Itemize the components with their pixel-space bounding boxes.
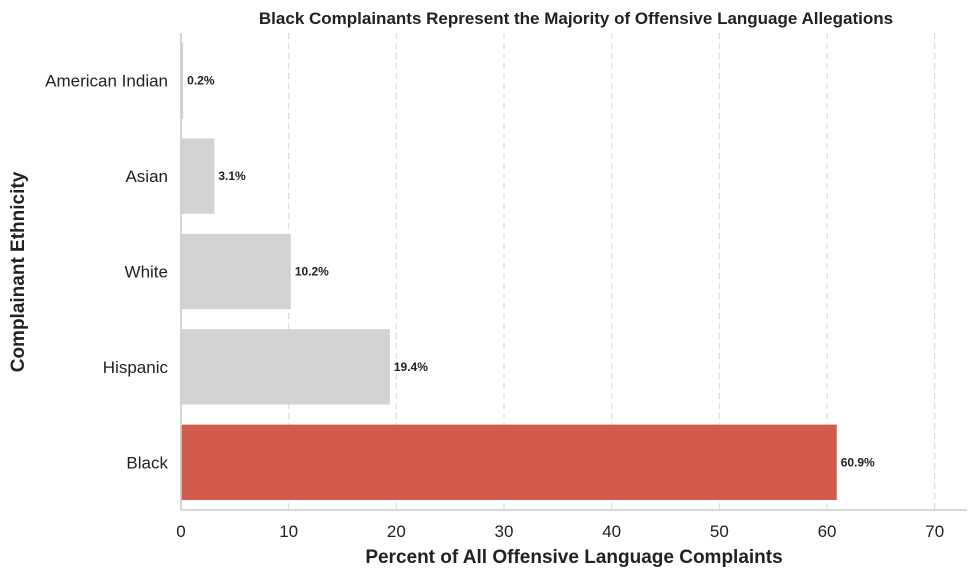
category-labels: American Indian Asian White Hispanic Black <box>45 72 168 473</box>
x-tick-labels: 0 10 20 30 40 50 60 70 <box>176 522 944 541</box>
value-label-black: 60.9% <box>841 455 875 469</box>
x-tick-label-40: 40 <box>602 522 621 541</box>
value-label-asian: 3.1% <box>218 169 246 183</box>
category-label-black: Black <box>126 453 168 472</box>
x-tick-label-10: 10 <box>279 522 298 541</box>
x-tick-label-0: 0 <box>176 522 185 541</box>
x-tick-label-60: 60 <box>818 522 837 541</box>
x-tick-label-70: 70 <box>925 522 944 541</box>
bar-american-indian <box>181 43 184 119</box>
category-label-white: White <box>125 263 168 282</box>
value-label-american-indian: 0.2% <box>187 74 215 88</box>
value-label-white: 10.2% <box>295 265 329 279</box>
bars <box>181 43 837 500</box>
category-label-asian: Asian <box>125 167 168 186</box>
value-label-hispanic: 19.4% <box>394 360 428 374</box>
bar-black <box>181 424 837 500</box>
bar-white <box>181 233 291 310</box>
category-label-hispanic: Hispanic <box>103 358 169 377</box>
x-tick-label-50: 50 <box>710 522 729 541</box>
x-axis-title: Percent of All Offensive Language Compla… <box>365 547 782 568</box>
chart-title: Black Complainants Represent the Majorit… <box>259 9 893 28</box>
x-tick-label-20: 20 <box>387 522 406 541</box>
bar-hispanic <box>181 329 390 405</box>
axes <box>180 33 967 511</box>
x-tick-label-30: 30 <box>495 522 514 541</box>
category-label-american-indian: American Indian <box>45 72 168 91</box>
y-axis-title: Complainant Ethnicity <box>8 171 29 372</box>
data-labels: 0.2% 3.1% 10.2% 19.4% 60.9% <box>187 74 875 470</box>
bar-asian <box>181 138 215 214</box>
